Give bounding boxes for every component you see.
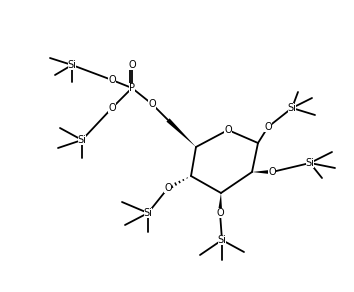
Text: Si: Si <box>78 135 86 145</box>
Text: P: P <box>129 83 135 93</box>
Text: Si: Si <box>144 208 153 218</box>
Text: O: O <box>224 125 232 135</box>
Polygon shape <box>252 170 272 174</box>
Text: O: O <box>216 208 224 218</box>
Text: Si: Si <box>306 158 314 168</box>
Text: Si: Si <box>68 60 76 70</box>
Text: O: O <box>268 167 276 177</box>
Text: O: O <box>164 183 172 193</box>
Text: Si: Si <box>218 235 227 245</box>
Text: Si: Si <box>287 103 296 113</box>
Text: O: O <box>128 60 136 70</box>
Polygon shape <box>166 118 196 147</box>
Polygon shape <box>218 193 222 213</box>
Text: O: O <box>108 75 116 85</box>
Text: O: O <box>264 122 272 132</box>
Text: O: O <box>108 103 116 113</box>
Text: O: O <box>148 99 156 109</box>
